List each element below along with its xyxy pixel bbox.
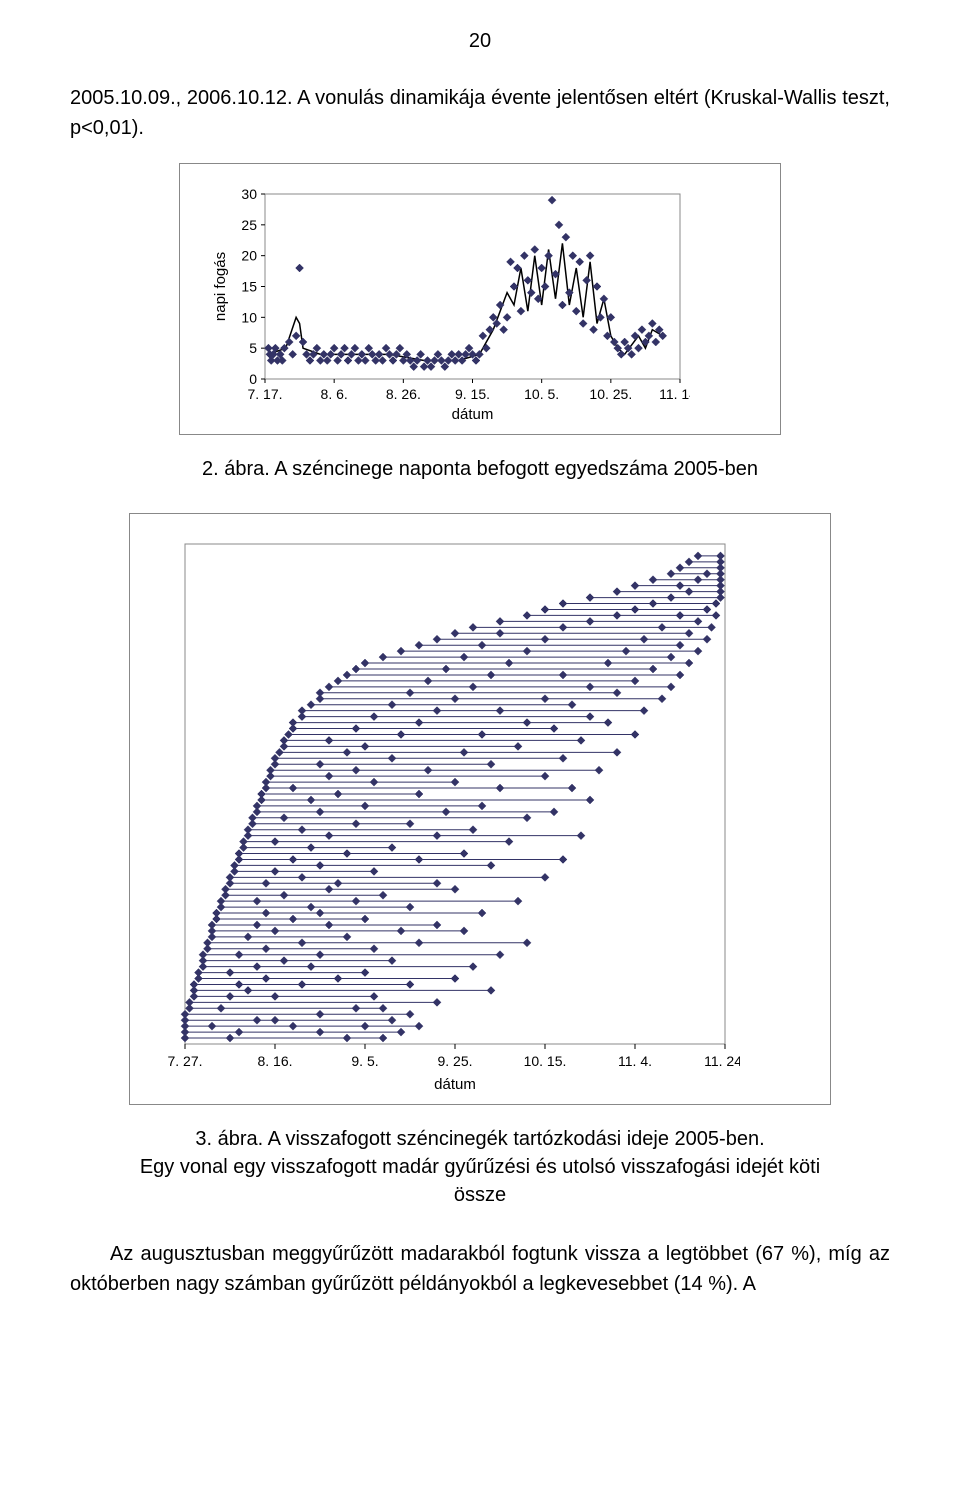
svg-text:7. 27.: 7. 27.: [167, 1053, 202, 1069]
paragraph-bottom: Az augusztusban meggyűrűzött madarakból …: [70, 1239, 890, 1299]
svg-text:11. 4.: 11. 4.: [618, 1053, 652, 1069]
svg-text:25: 25: [241, 217, 257, 233]
svg-text:9. 15.: 9. 15.: [455, 386, 490, 402]
svg-text:10. 5.: 10. 5.: [524, 386, 559, 402]
svg-text:napi fogás: napi fogás: [212, 252, 229, 321]
chart2-svg: 7. 27. 8. 16. 9. 5. 9. 25. 10. 15. 11. 4. 11. …: [160, 534, 740, 1094]
svg-text:8. 26.: 8. 26.: [386, 386, 421, 402]
svg-text:20: 20: [241, 248, 257, 264]
svg-text:dátum: dátum: [434, 1076, 476, 1093]
svg-text:0: 0: [249, 371, 257, 387]
svg-text:5: 5: [249, 340, 257, 356]
svg-text:11. 24.: 11. 24.: [704, 1053, 740, 1069]
caption-1: 2. ábra. A széncinege naponta befogott e…: [120, 455, 840, 483]
svg-text:9. 5.: 9. 5.: [351, 1053, 378, 1069]
svg-text:15: 15: [241, 279, 257, 295]
svg-text:10. 15.: 10. 15.: [524, 1053, 567, 1069]
svg-text:10. 25.: 10. 25.: [589, 386, 632, 402]
svg-text:7. 17.: 7. 17.: [247, 386, 282, 402]
svg-text:30: 30: [241, 186, 257, 202]
svg-text:11. 14.: 11. 14.: [659, 386, 690, 402]
page-number: 20: [70, 30, 890, 53]
svg-text:8. 6.: 8. 6.: [321, 386, 348, 402]
caption-2: 3. ábra. A visszafogott széncinegék tart…: [120, 1125, 840, 1209]
paragraph-top: 2005.10.09., 2006.10.12. A vonulás dinam…: [70, 83, 890, 143]
svg-text:dátum: dátum: [452, 406, 494, 423]
chart1-svg: 0 5 10 15 20 25 30 7. 17. 8. 6. 8. 26. 9. 15. 10. 5…: [210, 184, 690, 424]
svg-text:8. 16.: 8. 16.: [257, 1053, 292, 1069]
chart2-container: 7. 27. 8. 16. 9. 5. 9. 25. 10. 15. 11. 4. 11. …: [129, 513, 831, 1105]
svg-text:9. 25.: 9. 25.: [437, 1053, 472, 1069]
chart1-container: 0 5 10 15 20 25 30 7. 17. 8. 6. 8. 26. 9. 15. 10. 5…: [179, 163, 781, 435]
svg-text:10: 10: [241, 309, 257, 325]
